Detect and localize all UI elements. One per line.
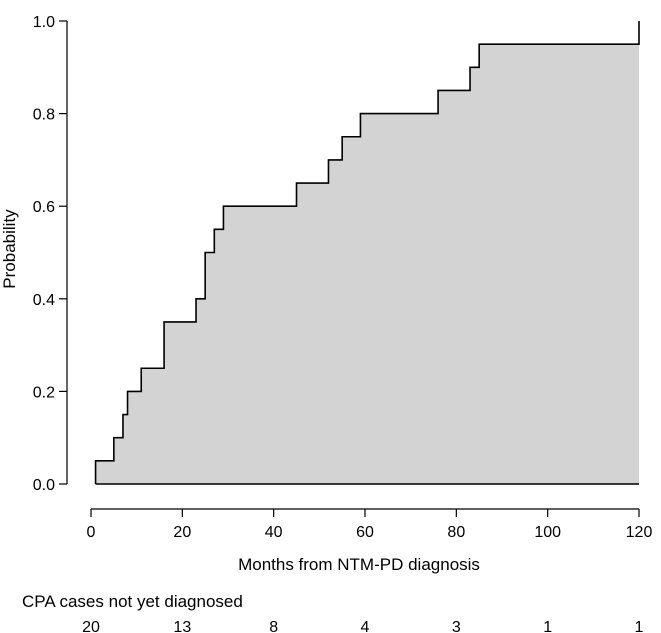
risk-table-value: 8: [269, 619, 278, 633]
risk-table-value: 1: [635, 619, 644, 633]
risk-table-value: 20: [82, 619, 100, 633]
y-tick-label: 1.0: [33, 14, 55, 31]
y-axis: 0.0 0.2 0.4 0.6 0.8 1.0: [33, 14, 68, 494]
risk-table-value: 4: [361, 619, 370, 633]
risk-table-title: CPA cases not yet diagnosed: [22, 592, 243, 611]
x-axis: 0 20 40 60 80 100 120: [87, 508, 653, 541]
x-tick-label: 40: [265, 524, 283, 541]
x-tick-label: 20: [173, 524, 191, 541]
x-tick-label: 120: [626, 524, 653, 541]
plot-area: [94, 21, 640, 485]
y-tick-label: 0.2: [33, 384, 55, 401]
y-tick-label: 0.4: [33, 292, 55, 309]
risk-table-value: 13: [173, 619, 191, 633]
y-tick-label: 0.0: [33, 477, 55, 494]
y-tick-label: 0.6: [33, 199, 55, 216]
risk-table-value: 1: [543, 619, 552, 633]
y-axis-title: Probability: [0, 209, 19, 289]
x-tick-label: 80: [447, 524, 465, 541]
y-tick-label: 0.8: [33, 107, 55, 124]
risk-table-value: 3: [452, 619, 461, 633]
x-tick-label: 60: [356, 524, 374, 541]
x-tick-label: 100: [534, 524, 561, 541]
x-tick-label: 0: [87, 524, 96, 541]
step-line: [94, 21, 640, 484]
probability-area-fill: [95, 21, 640, 484]
x-axis-title: Months from NTM-PD diagnosis: [238, 555, 480, 574]
risk-table-row: 20 13 8 4 3 1 1: [82, 619, 643, 633]
